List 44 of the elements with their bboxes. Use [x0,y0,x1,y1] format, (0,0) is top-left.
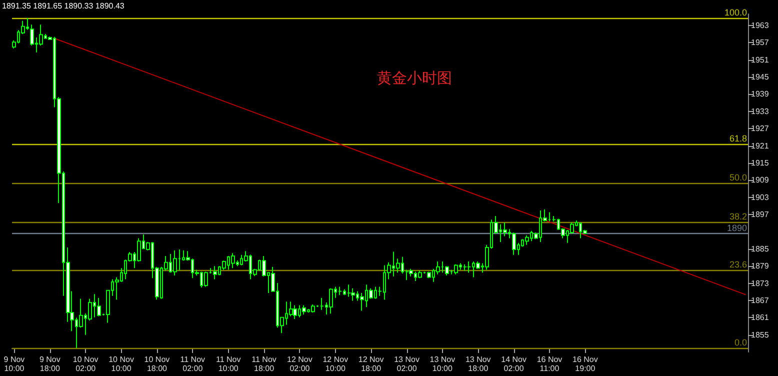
y-tick-label: 1867 [751,296,770,305]
y-tick-label: 1921 [751,141,770,150]
ref-line-label: 61.8 [729,134,747,144]
ref-line-label: 50.0 [729,172,747,182]
ref-line-label: 100.0 [724,7,747,18]
x-tick-label: 11 Nov 02:00 [180,355,206,373]
y-tick-label: 1963 [751,20,770,30]
text: 1891.35 1891.65 1890.33 1890.43 [2,2,125,10]
x-tick-label: 10 Nov 18:00 [144,355,170,373]
y-tick-label: 1885 [751,244,770,254]
y-tick-label: 1861 [751,313,770,322]
x-tick-label: 9 Nov 10:00 [4,355,25,373]
ref-line-label: 0.0 [734,338,747,348]
x-tick-label: 14 Nov 02:00 [501,355,526,373]
x-tick-label: 16 Nov 19:00 [572,355,598,373]
y-tick-label: 1909 [751,176,770,185]
y-tick-label: 1873 [751,278,770,288]
x-tick-label: 13 Nov 18:00 [465,355,491,373]
y-tick-label: 1903 [751,192,770,202]
x-tick-label: 10 Nov 02:00 [72,355,98,373]
x-tick-label: 16 Nov 11:00 [536,355,562,373]
x-tick-label: 12 Nov 02:00 [287,355,312,373]
y-tick-label: 1927 [751,124,770,134]
x-tick-label: 13 Nov 02:00 [394,355,420,373]
ref-line-label: 23.6 [729,260,747,270]
x-tick-label: 9 Nov 18:00 [39,355,60,373]
x-tick-label: 11 Nov 10:00 [216,355,241,373]
x-tick-label: 12 Nov 18:00 [358,355,384,373]
ref-line-label: 38.2 [729,211,747,222]
y-tick-label: 1897 [751,210,770,220]
y-tick-label: 1939 [751,90,770,99]
text: 黄金小时图 [377,70,452,87]
y-tick-label: 1951 [751,55,770,64]
x-tick-label: 12 Nov 10:00 [322,355,348,373]
y-tick-label: 1945 [751,72,770,82]
y-tick-label: 1915 [751,158,770,168]
y-tick-label: 1879 [751,262,770,271]
ref-line-label: 1890 [726,222,747,233]
x-tick-label: 13 Nov 10:00 [430,355,456,373]
y-tick-label: 1855 [751,330,770,340]
y-tick-label: 1957 [751,38,770,48]
x-tick-label: 11 Nov 18:00 [252,355,276,373]
y-tick-label: 1933 [751,106,770,116]
x-tick-label: 10 Nov 10:00 [108,355,134,373]
